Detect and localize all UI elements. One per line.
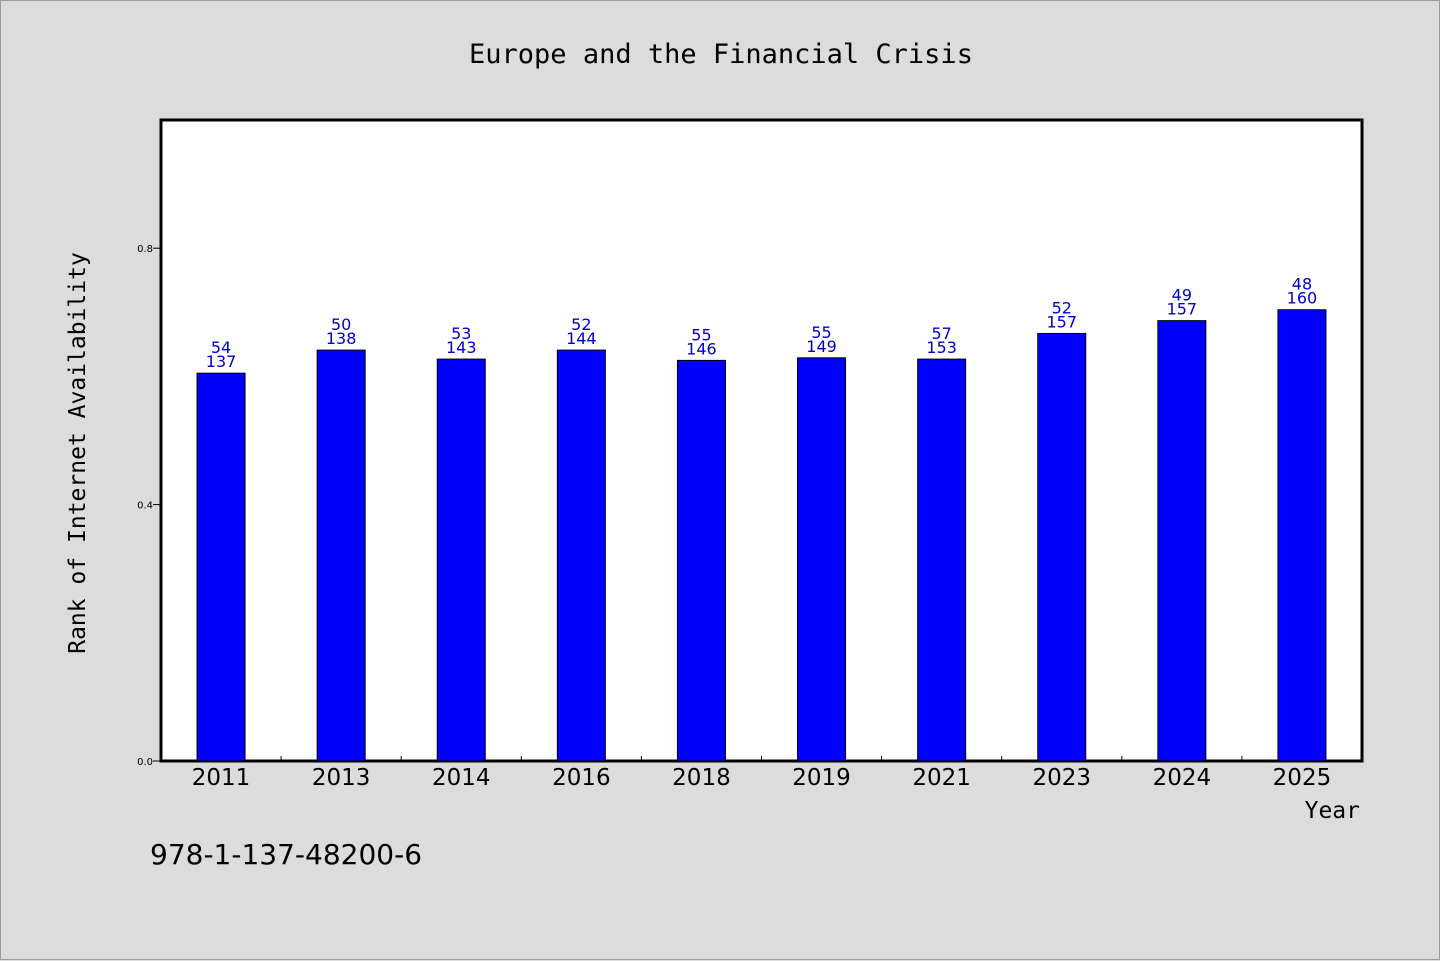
chart-title: Europe and the Financial Crisis xyxy=(469,39,973,70)
x-category-label: 2023 xyxy=(1032,765,1091,791)
bar xyxy=(917,358,967,762)
x-category-label: 2014 xyxy=(432,765,491,791)
data-label-top: 55 xyxy=(811,323,831,342)
data-label-bottom: 137 xyxy=(206,352,237,371)
y-tick-label: 0.8 xyxy=(137,244,153,255)
bar xyxy=(316,349,366,762)
x-category-label: 2019 xyxy=(792,765,851,791)
data-label-top: 49 xyxy=(1172,286,1192,305)
x-category-label: 2016 xyxy=(552,765,611,791)
data-label-bottom: 138 xyxy=(326,329,357,348)
x-category-label: 2025 xyxy=(1273,765,1332,791)
bar xyxy=(556,349,606,762)
x-category-label: 2013 xyxy=(312,765,371,791)
bar xyxy=(1277,309,1327,762)
y-axis-title: Rank of Internet Availability xyxy=(65,252,91,654)
data-label-bottom: 160 xyxy=(1287,289,1318,308)
data-label-top: 50 xyxy=(331,315,351,334)
data-label-top: 52 xyxy=(571,315,591,334)
data-label-top: 52 xyxy=(1052,298,1072,317)
x-category-label: 2021 xyxy=(912,765,971,791)
bar xyxy=(797,357,847,762)
isbn-footer: 978-1-137-48200-6 xyxy=(150,838,422,871)
data-label-top: 48 xyxy=(1292,275,1312,294)
data-label-bottom: 143 xyxy=(446,338,477,357)
data-label-bottom: 146 xyxy=(686,339,717,358)
data-label-top: 53 xyxy=(451,324,471,343)
category-labels: 2011 2013 2014 2016 2018 2019 2021 2023 2024 2025 xyxy=(192,765,1331,791)
bar xyxy=(436,358,486,762)
y-axis: 0.0 0.4 0.8 xyxy=(137,244,161,768)
data-label-top: 54 xyxy=(211,338,231,357)
data-label-top: 55 xyxy=(691,325,711,344)
x-axis xyxy=(280,756,1243,761)
x-category-label: 2018 xyxy=(672,765,731,791)
bar xyxy=(1037,332,1087,762)
x-category-label: 2011 xyxy=(192,765,251,791)
bar xyxy=(196,372,246,762)
bar xyxy=(1157,320,1207,762)
data-label-bottom: 153 xyxy=(926,338,957,357)
y-tick-label: 0.4 xyxy=(137,501,153,512)
data-label-bottom: 157 xyxy=(1167,300,1198,319)
x-axis-title: Year xyxy=(1305,798,1360,824)
bar xyxy=(676,359,726,762)
bar-series xyxy=(196,309,1327,762)
y-tick-label: 0.0 xyxy=(137,757,153,768)
data-label-bottom: 149 xyxy=(806,337,837,356)
data-label-bottom: 144 xyxy=(566,329,597,348)
data-label-top: 57 xyxy=(931,324,951,343)
x-category-label: 2024 xyxy=(1153,765,1212,791)
data-label-bottom: 157 xyxy=(1046,312,1077,331)
